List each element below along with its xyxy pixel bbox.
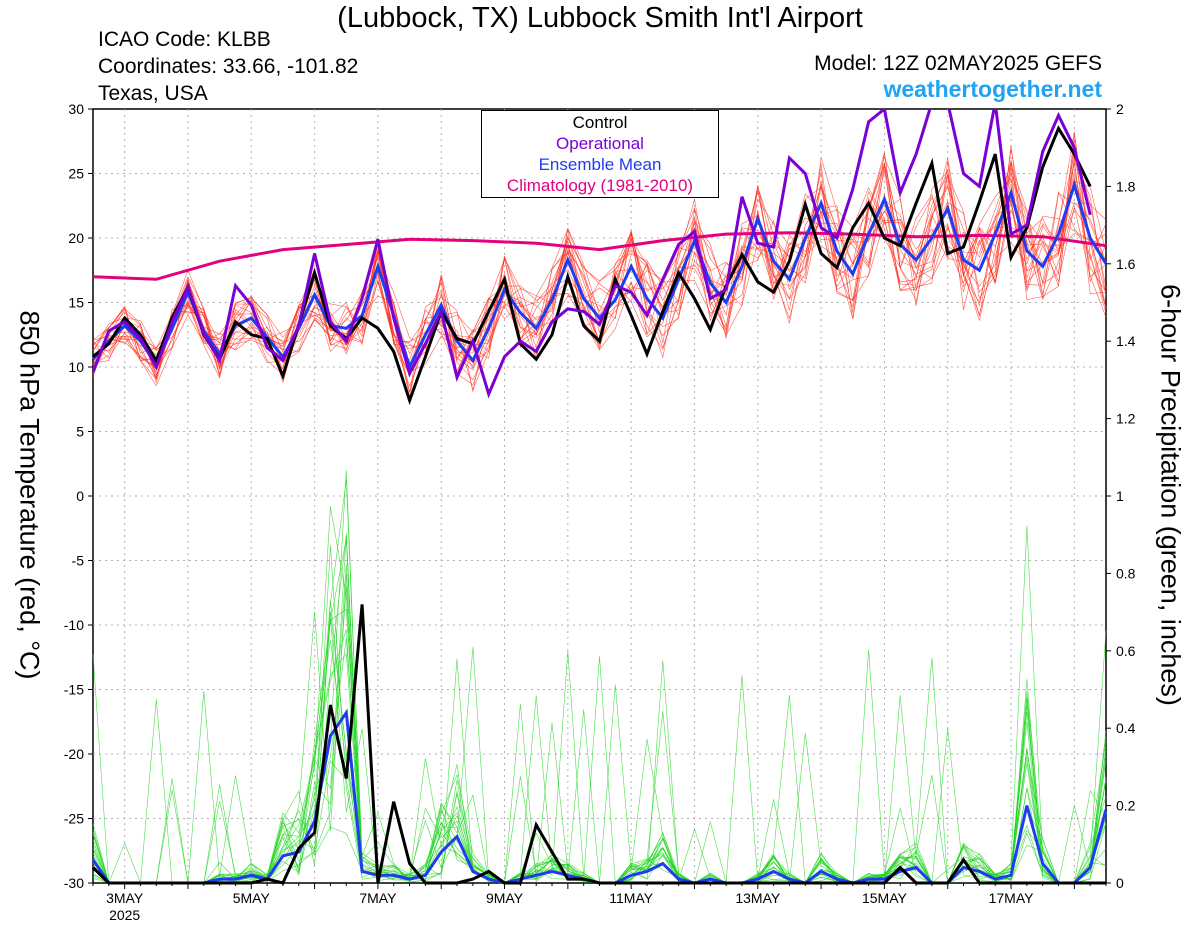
precip-ensemble-mean-line	[91, 708, 1108, 885]
temp-control-line	[92, 125, 1092, 406]
precip-member-line	[92, 538, 1107, 884]
y2-tick-label: 0.6	[1116, 643, 1136, 659]
y-tick-label: 15	[68, 295, 84, 311]
legend-climatology: Climatology (1981-2010)	[506, 176, 694, 195]
y-tick-label: 10	[68, 359, 84, 375]
precip-member-line	[92, 545, 1107, 884]
temp-operational-line	[93, 109, 1092, 399]
site-link[interactable]: weathertogether.net	[883, 76, 1102, 102]
gridlines	[93, 109, 1106, 883]
precip-member-line	[92, 533, 1107, 884]
chart-title: (Lubbock, TX) Lubbock Smith Int'l Airpor…	[337, 2, 863, 34]
y2-tick-label: 0.2	[1116, 798, 1136, 814]
x-tick-year: 2025	[109, 907, 140, 923]
temp-member-line	[92, 145, 1107, 367]
y2-tick-label: 1.2	[1116, 411, 1136, 427]
y2-tick-label: 1	[1116, 488, 1124, 504]
y2-tick-label: 1.8	[1116, 178, 1136, 194]
precip-member-line	[92, 573, 1107, 884]
temp-member-line	[92, 154, 1107, 380]
x-tick-label: 5MAY	[233, 890, 271, 906]
precip-ensemble-members	[92, 470, 1107, 885]
y-tick-label: -25	[64, 811, 84, 827]
model-run: Model: 12Z 02MAY2025 GEFS	[814, 52, 1102, 75]
y-axis-label-left: 850 hPa Temperature (red, °C)	[14, 310, 45, 680]
y-tick-label: -30	[64, 875, 84, 891]
temp-member-line	[92, 171, 1107, 387]
y-tick-label: 5	[76, 424, 84, 440]
y-tick-label: 25	[68, 166, 84, 182]
precip-member-line	[92, 640, 1107, 884]
region: Texas, USA	[98, 82, 208, 105]
x-tick-label: 7MAY	[359, 890, 397, 906]
legend-ensemble-mean: Ensemble Mean	[538, 155, 662, 174]
climatology-line	[92, 231, 1107, 281]
precip-member-line	[92, 730, 1107, 884]
y-tick-label: -10	[64, 617, 84, 633]
y-axis-label-right: 6-hour Precipitation (green, inches)	[1155, 284, 1186, 706]
precip-member-line	[92, 535, 1107, 884]
axes: 302520151050-5-10-15-20-25-3021.81.61.41…	[64, 101, 1136, 923]
precip-member-line	[92, 629, 1107, 884]
precip-member-line	[92, 564, 1107, 884]
x-tick-label: 15MAY	[862, 890, 908, 906]
legend-control: Control	[572, 113, 628, 132]
precip-member-line	[92, 611, 1107, 884]
coordinates: Coordinates: 33.66, -101.82	[98, 55, 359, 78]
x-tick-label: 3MAY	[106, 890, 144, 906]
temp-member-line	[92, 131, 1107, 394]
y2-tick-label: 2	[1116, 101, 1124, 117]
x-tick-label: 11MAY	[609, 890, 653, 906]
precip-control-line	[91, 604, 1106, 885]
legend: Control Operational Ensemble Mean Climat…	[481, 110, 719, 198]
icao-code: ICAO Code: KLBB	[98, 28, 271, 51]
x-tick-label: 13MAY	[735, 890, 781, 906]
y2-tick-label: 1.4	[1116, 333, 1136, 349]
y-tick-label: -5	[72, 553, 85, 569]
precip-member-line	[92, 479, 1107, 885]
precip-member-line	[92, 638, 1107, 884]
x-tick-label: 17MAY	[989, 890, 1035, 906]
y-tick-label: 20	[68, 230, 84, 246]
precip-member-line	[92, 600, 1107, 884]
y2-tick-label: 1.6	[1116, 256, 1136, 272]
precip-member-line	[92, 585, 1107, 884]
y-tick-label: 0	[76, 488, 84, 504]
temp-member-line	[92, 168, 1107, 384]
precip-member-line	[92, 608, 1107, 884]
y2-tick-label: 0	[1116, 875, 1124, 891]
y2-tick-label: 0.4	[1116, 720, 1136, 736]
main-series	[91, 109, 1108, 885]
precip-member-line	[92, 506, 1107, 884]
x-tick-label: 9MAY	[486, 890, 524, 906]
precip-member-line	[92, 652, 1107, 884]
legend-operational: Operational	[556, 134, 644, 153]
temp-member-line	[92, 172, 1107, 387]
y-tick-label: 30	[68, 101, 84, 117]
y-tick-label: -15	[64, 682, 84, 698]
y2-tick-label: 0.8	[1116, 565, 1136, 581]
y-tick-label: -20	[64, 746, 84, 762]
precip-member-line	[92, 470, 1107, 884]
